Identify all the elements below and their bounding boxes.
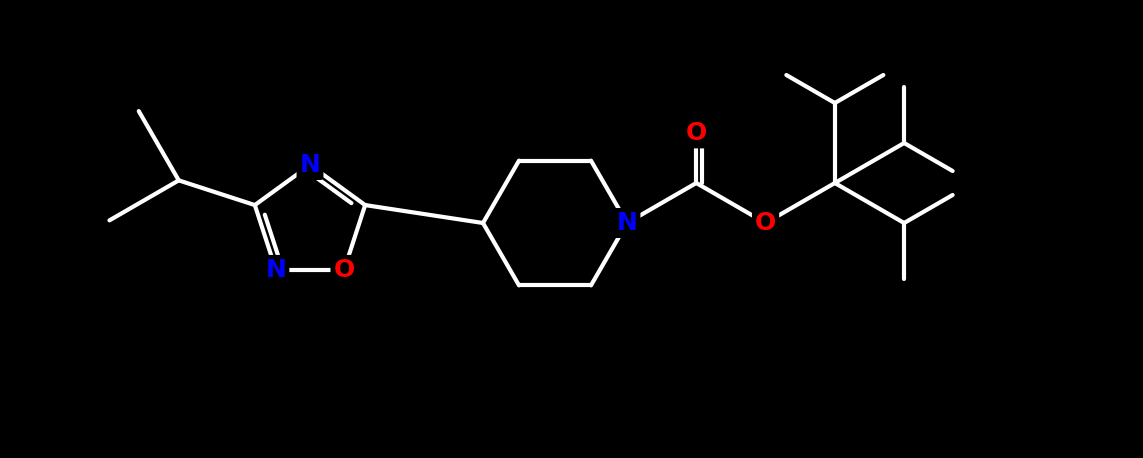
Text: N: N: [299, 153, 320, 177]
Text: N: N: [616, 211, 638, 235]
Text: O: O: [754, 211, 776, 235]
Text: O: O: [334, 258, 354, 282]
Text: N: N: [265, 258, 287, 282]
Text: O: O: [686, 121, 706, 145]
